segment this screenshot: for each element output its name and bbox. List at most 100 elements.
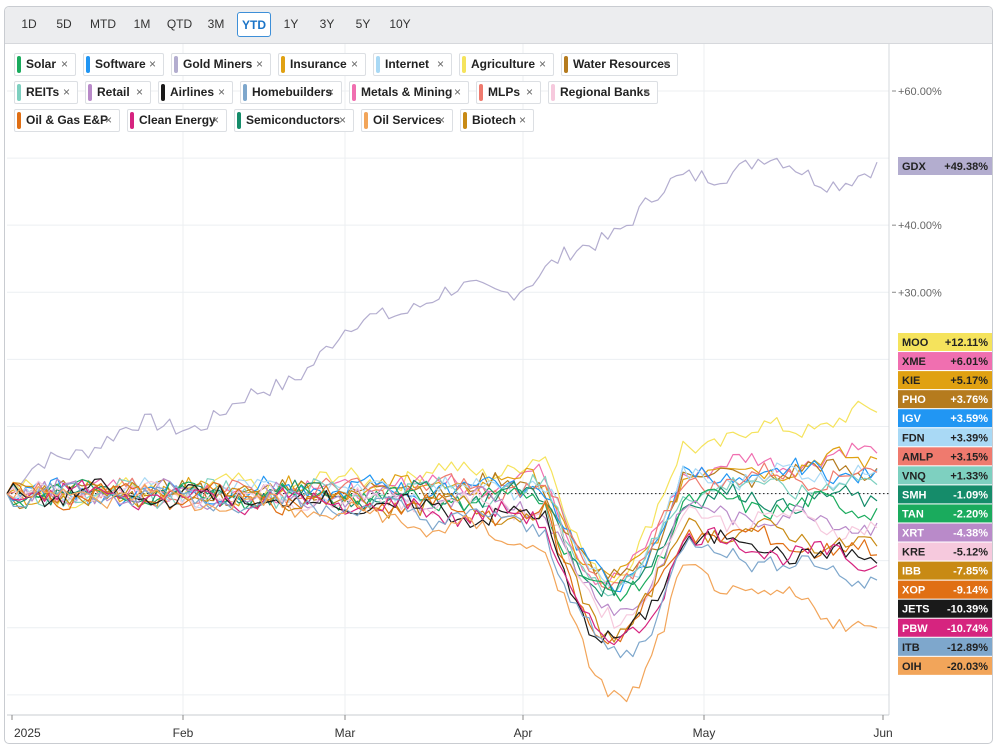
- filter-chip[interactable]: Oil Services ×: [361, 109, 453, 132]
- remove-chip-icon[interactable]: ×: [518, 113, 526, 127]
- remove-chip-icon[interactable]: ×: [217, 85, 225, 99]
- filter-chip[interactable]: Software ×: [83, 53, 164, 76]
- value-tag-ticker: ITB: [902, 642, 920, 654]
- timeframe-toolbar: 1D 5D MTD 1M QTD 3M YTD 1Y 3Y 5Y 10Y: [5, 7, 992, 44]
- timeframe-ytd-button[interactable]: YTD: [237, 12, 271, 37]
- remove-chip-icon[interactable]: ×: [148, 57, 156, 71]
- filter-chip[interactable]: Insurance ×: [278, 53, 366, 76]
- value-tag-value: +3.15%: [950, 451, 988, 463]
- value-tag-value: +5.17%: [950, 375, 988, 387]
- performance-chart: +30.00% +40.00% +60.00% 2025 Feb Mar Apr May Jun…: [6, 44, 992, 740]
- grid: [7, 44, 889, 715]
- value-tag-ticker: XME: [902, 356, 926, 368]
- chip-label: Internet: [385, 57, 430, 71]
- filter-chip[interactable]: Regional Banks ×: [548, 81, 658, 104]
- filter-chip[interactable]: Airlines ×: [158, 81, 233, 104]
- filter-chip[interactable]: Biotech ×: [460, 109, 534, 132]
- chip-label: Regional Banks: [560, 85, 651, 99]
- value-tag-pho: PHO +3.76%: [898, 390, 992, 409]
- value-tag-bg: [898, 371, 992, 390]
- value-tag-value: -5.12%: [953, 547, 988, 559]
- value-tag-oih: OIH -20.03%: [898, 656, 992, 675]
- series-line-moo: [6, 400, 878, 585]
- value-tag-ticker: IBB: [902, 566, 921, 578]
- chip-color-swatch: [237, 112, 241, 129]
- remove-chip-icon[interactable]: ×: [350, 57, 358, 71]
- filter-chip[interactable]: MLPs ×: [476, 81, 541, 104]
- remove-chip-icon[interactable]: ×: [60, 57, 68, 71]
- value-tag-xme: XME +6.01%: [898, 352, 992, 371]
- remove-chip-icon[interactable]: ×: [326, 85, 334, 99]
- filter-chip[interactable]: Clean Energy ×: [127, 109, 227, 132]
- value-tag-value: +3.39%: [950, 432, 988, 444]
- chip-label: Oil Services: [373, 113, 442, 127]
- remove-chip-icon[interactable]: ×: [338, 113, 346, 127]
- timeframe-mtd-button[interactable]: MTD: [90, 17, 116, 31]
- value-tag-value: -10.39%: [947, 604, 988, 616]
- chip-label: Biotech: [472, 113, 517, 127]
- value-tag-ticker: KRE: [902, 547, 925, 559]
- chip-color-swatch: [17, 112, 21, 129]
- chip-label: Agriculture: [471, 57, 536, 71]
- value-tag-itb: ITB -12.89%: [898, 637, 992, 656]
- value-tag-ticker: KIE: [902, 375, 920, 387]
- value-tag-value: +1.33%: [950, 470, 988, 482]
- value-tag-jets: JETS -10.39%: [898, 599, 992, 618]
- chip-color-swatch: [376, 56, 380, 73]
- timeframe-5y-button[interactable]: 5Y: [355, 17, 371, 31]
- timeframe-1m-button[interactable]: 1M: [133, 17, 151, 31]
- series-line-jets: [6, 478, 878, 644]
- filter-chip[interactable]: Semiconductors ×: [234, 109, 354, 132]
- value-tag-bg: [898, 656, 992, 675]
- filter-chip[interactable]: REITs ×: [14, 81, 78, 104]
- value-tag-ticker: PHO: [902, 394, 926, 406]
- value-tag-ticker: OIH: [902, 661, 922, 673]
- remove-chip-icon[interactable]: ×: [135, 85, 143, 99]
- filter-chip[interactable]: Solar ×: [14, 53, 76, 76]
- timeframe-qtd-button[interactable]: QTD: [166, 17, 193, 31]
- remove-chip-icon[interactable]: ×: [525, 85, 533, 99]
- remove-chip-icon[interactable]: ×: [662, 57, 670, 71]
- value-tag-bg: [898, 637, 992, 656]
- filter-chip[interactable]: Homebuilders ×: [240, 81, 342, 104]
- value-tag-bg: [898, 333, 992, 351]
- value-tag-value: -9.14%: [953, 585, 988, 597]
- remove-chip-icon[interactable]: ×: [104, 113, 112, 127]
- value-tag-bg: [898, 390, 992, 409]
- value-tag-value: +49.38%: [944, 161, 988, 173]
- chip-color-swatch: [352, 84, 356, 101]
- remove-chip-icon[interactable]: ×: [255, 57, 263, 71]
- timeframe-1d-button[interactable]: 1D: [21, 17, 37, 31]
- chip-color-swatch: [462, 56, 466, 73]
- filter-chip[interactable]: Internet ×: [373, 53, 452, 76]
- value-tag-kre: KRE -5.12%: [898, 542, 992, 561]
- timeframe-3m-button[interactable]: 3M: [207, 17, 225, 31]
- filter-chip[interactable]: Oil & Gas E&P ×: [14, 109, 120, 132]
- timeframe-1y-button[interactable]: 1Y: [283, 17, 299, 31]
- filter-chip[interactable]: Retail ×: [85, 81, 151, 104]
- remove-chip-icon[interactable]: ×: [436, 57, 444, 71]
- remove-chip-icon[interactable]: ×: [211, 113, 219, 127]
- timeframe-3y-button[interactable]: 3Y: [319, 17, 335, 31]
- filter-chip[interactable]: Agriculture ×: [459, 53, 554, 76]
- filter-chip[interactable]: Water Resources ×: [561, 53, 678, 76]
- chip-color-swatch: [161, 84, 165, 101]
- chip-label: Oil & Gas E&P: [26, 113, 109, 127]
- remove-chip-icon[interactable]: ×: [642, 85, 650, 99]
- value-tag-ticker: SMH: [902, 489, 927, 501]
- timeframe-10y-button[interactable]: 10Y: [389, 17, 411, 31]
- series-line-itb: [6, 482, 878, 659]
- remove-chip-icon[interactable]: ×: [62, 85, 70, 99]
- value-tag-value: -7.85%: [953, 566, 988, 578]
- value-tag-bg: [898, 599, 992, 618]
- remove-chip-icon[interactable]: ×: [538, 57, 546, 71]
- filter-chip[interactable]: Metals & Mining ×: [349, 81, 469, 104]
- remove-chip-icon[interactable]: ×: [453, 85, 461, 99]
- filter-chip[interactable]: Gold Miners ×: [171, 53, 271, 76]
- timeframe-5d-button[interactable]: 5D: [56, 17, 72, 31]
- chip-label: Insurance: [290, 57, 347, 71]
- chip-label: Water Resources: [573, 57, 671, 71]
- remove-chip-icon[interactable]: ×: [437, 113, 445, 127]
- value-tag-tan: TAN -2.20%: [898, 504, 992, 523]
- value-tag-bg: [898, 504, 992, 523]
